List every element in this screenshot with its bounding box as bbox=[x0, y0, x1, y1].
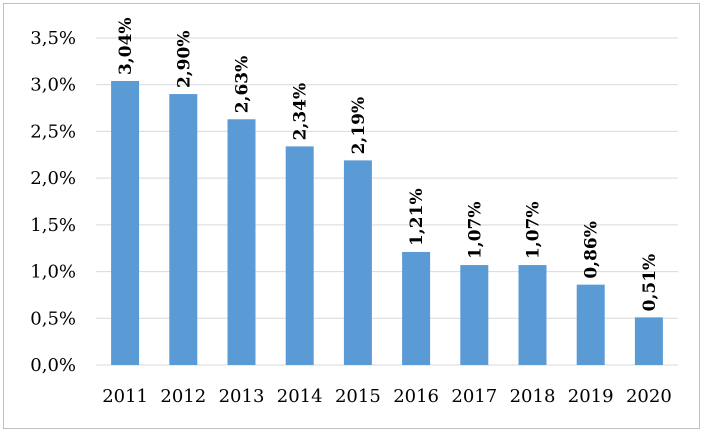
y-tick-label: 3,0% bbox=[30, 75, 76, 96]
bar-2012 bbox=[169, 94, 198, 366]
y-tick-label: 0,0% bbox=[30, 355, 76, 376]
data-label-2013: 2,63% bbox=[233, 56, 253, 114]
x-tick-label: 2016 bbox=[393, 386, 439, 407]
y-tick-label: 1,5% bbox=[30, 215, 76, 236]
bar-2015 bbox=[343, 160, 372, 365]
bar-2020 bbox=[634, 317, 663, 365]
x-axis: 2011 2012 2013 2014 2015 2016 2017 2018 2019 2020 bbox=[102, 386, 672, 407]
x-tick-label: 2020 bbox=[626, 386, 672, 407]
y-tick-label: 2,0% bbox=[30, 168, 76, 189]
data-label-2017: 1,07% bbox=[465, 201, 485, 259]
x-tick-label: 2015 bbox=[335, 386, 381, 407]
y-axis: 0,0% 0,5% 1,0% 1,5% 2,0% 2,5% 3,0% 3,5% bbox=[30, 28, 76, 376]
y-tick-label: 2,5% bbox=[30, 121, 76, 142]
bar-2016 bbox=[402, 251, 431, 365]
bar-2013 bbox=[227, 119, 256, 365]
y-tick-label: 0,5% bbox=[30, 308, 76, 329]
bar-2014 bbox=[285, 146, 314, 365]
data-label-2020: 0,51% bbox=[640, 254, 660, 312]
bar-2018 bbox=[518, 265, 547, 365]
x-tick-label: 2012 bbox=[160, 386, 206, 407]
x-tick-label: 2019 bbox=[568, 386, 614, 407]
data-labels: 3,04% 2,90% 2,63% 2,34% 2,19% 1,21% 1,07% 1,07%… bbox=[116, 17, 660, 311]
data-label-2015: 2,19% bbox=[349, 97, 369, 155]
bar-2019 bbox=[576, 284, 605, 365]
y-tick-label: 3,5% bbox=[30, 28, 76, 49]
data-label-2014: 2,34% bbox=[291, 83, 311, 141]
x-tick-label: 2014 bbox=[277, 386, 323, 407]
data-label-2016: 1,21% bbox=[407, 188, 427, 246]
x-tick-label: 2017 bbox=[451, 386, 497, 407]
x-tick-label: 2018 bbox=[510, 386, 556, 407]
data-label-2018: 1,07% bbox=[524, 201, 544, 259]
y-tick-label: 1,0% bbox=[30, 262, 76, 283]
bar-2011 bbox=[111, 80, 140, 365]
data-label-2012: 2,90% bbox=[174, 30, 194, 88]
x-tick-label: 2011 bbox=[102, 386, 148, 407]
data-label-2019: 0,86% bbox=[582, 221, 602, 279]
bars bbox=[111, 80, 663, 366]
bar-2017 bbox=[460, 265, 489, 365]
data-label-2011: 3,04% bbox=[116, 17, 136, 75]
x-tick-label: 2013 bbox=[219, 386, 265, 407]
